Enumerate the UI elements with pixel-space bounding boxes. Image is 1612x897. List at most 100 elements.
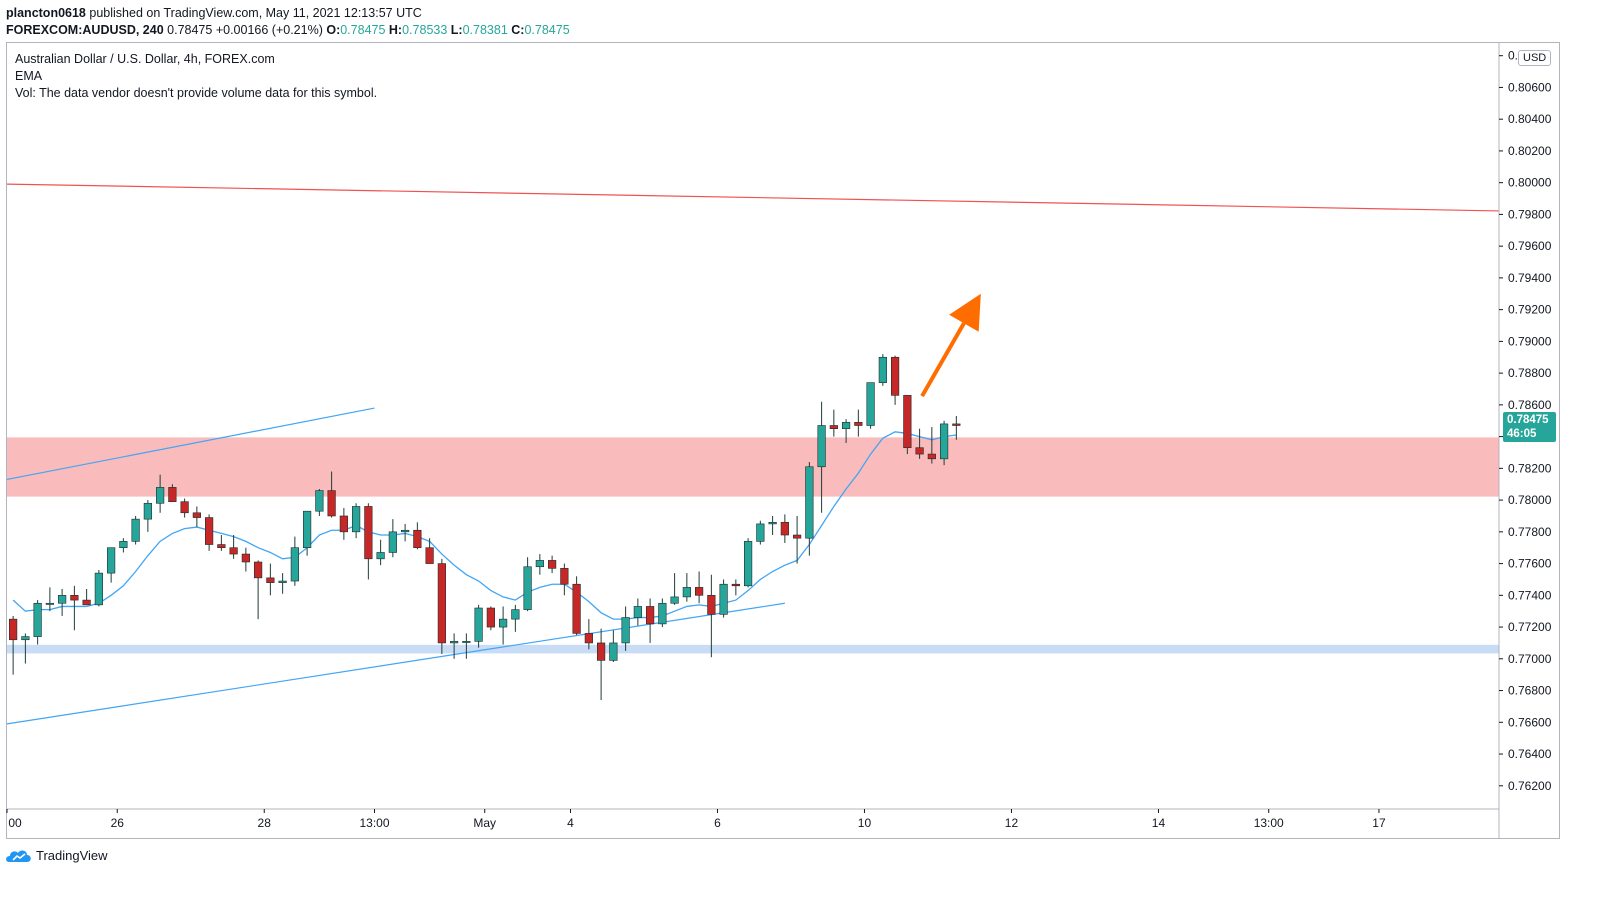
legend-title: Australian Dollar / U.S. Dollar, 4h, FOR… — [15, 52, 275, 66]
bullish-candle-body — [817, 425, 826, 468]
bearish-candle-body — [560, 568, 569, 585]
symbol-label: FOREXCOM:AUDUSD, 240 — [6, 23, 164, 37]
bearish-candle-body — [695, 587, 704, 596]
candle — [731, 579, 740, 596]
currency-label[interactable]: USD — [1518, 50, 1552, 66]
price-tick-label: 0.80600 — [1508, 80, 1552, 94]
publisher-name[interactable]: plancton0618 — [6, 6, 86, 20]
candle — [437, 558, 446, 655]
bearish-candle-body — [707, 595, 716, 615]
candle — [780, 514, 789, 543]
bearish-candle-body — [217, 544, 226, 549]
bearish-candle-body — [486, 607, 495, 628]
candle — [952, 415, 961, 440]
price-tick-label: 0.79800 — [1508, 207, 1552, 221]
bullish-candle-body — [841, 422, 851, 429]
candle — [352, 503, 361, 539]
candle — [21, 633, 30, 664]
candle — [364, 503, 373, 580]
bearish-candle-body — [192, 512, 201, 518]
candle — [560, 563, 569, 596]
bearish-candle-body — [82, 599, 91, 606]
bearish-candle-body — [327, 490, 336, 517]
red-trendline — [6, 183, 1500, 212]
bullish-candle-body — [376, 552, 385, 560]
candle — [744, 538, 753, 588]
bearish-candle-body — [597, 642, 606, 661]
time-tick-label: 6 — [714, 816, 721, 830]
bullish-candle-body — [621, 617, 630, 644]
candle — [376, 539, 385, 566]
bullish-candle-body — [878, 356, 887, 383]
candle — [523, 557, 532, 612]
candle — [854, 409, 863, 437]
candle — [756, 520, 765, 545]
candle — [94, 569, 103, 607]
time-tick-label: 4 — [567, 816, 574, 830]
candle — [633, 598, 642, 626]
time-tick-label: 14 — [1152, 816, 1166, 830]
open-value: 0.78475 — [340, 23, 386, 37]
bullish-candle-body — [143, 502, 152, 520]
high-label: H: — [388, 23, 403, 37]
legend-ema[interactable]: EMA — [15, 69, 43, 83]
bullish-candle-body — [107, 547, 116, 574]
candle — [278, 573, 287, 594]
candle — [143, 500, 152, 532]
bullish-candle-body — [45, 602, 54, 605]
bullish-candle-body — [119, 541, 128, 549]
bullish-candle-body — [535, 560, 544, 568]
candle — [425, 538, 434, 564]
bullish-candle-body — [756, 523, 765, 542]
price-tick-label: 0.78800 — [1508, 366, 1552, 380]
bullish-candle-body — [388, 531, 397, 553]
price-tick-label: 0.79000 — [1508, 334, 1552, 348]
candle — [33, 600, 42, 645]
time-tick-label: 12 — [1005, 816, 1019, 830]
bearish-candle-body — [731, 583, 740, 587]
close-label: C: — [511, 23, 525, 37]
candle — [511, 604, 520, 632]
footer-brand[interactable]: TradingView — [6, 848, 108, 863]
time-axis: 00 26 28 13:00 May 4 6 10 12 14 13:00 17 — [6, 808, 1499, 830]
price-tick-label: 0.78600 — [1508, 398, 1552, 412]
bullish-candle-body — [523, 566, 532, 610]
bearish-candle-body — [9, 618, 18, 641]
price-tick-label: 0.76400 — [1508, 747, 1552, 761]
candle — [597, 628, 606, 701]
price-tick-label: 0.76600 — [1508, 715, 1552, 729]
candle — [658, 598, 667, 628]
bearish-candle-body — [266, 577, 275, 583]
chart-header: plancton0618 published on TradingView.co… — [6, 5, 570, 39]
candle — [903, 395, 912, 455]
brand-name: TradingView — [36, 848, 108, 863]
price-tick-label: 0.78000 — [1508, 493, 1552, 507]
price-tick-label: 0.77200 — [1508, 620, 1552, 634]
time-tick-label: 10 — [858, 816, 872, 830]
candle — [168, 484, 177, 502]
bearish-candle-body — [437, 563, 446, 644]
bullish-candle-body — [58, 595, 67, 604]
bullish-candle-body — [21, 636, 30, 641]
bar-countdown: 46:05 — [1507, 428, 1537, 440]
arrow-head — [949, 293, 981, 332]
candle — [290, 536, 299, 586]
candle — [82, 588, 91, 606]
chart-frame[interactable] — [6, 42, 1560, 839]
upper-channel-line — [6, 407, 375, 481]
drawings-layer — [6, 183, 1500, 725]
candle — [499, 606, 508, 645]
candle — [793, 515, 802, 564]
time-tick-label: 17 — [1372, 816, 1386, 830]
chart-legend: Australian Dollar / U.S. Dollar, 4h, FOR… — [15, 51, 377, 102]
bullish-candle-body — [352, 506, 361, 533]
published-info: published on TradingView.com, May 11, 20… — [89, 6, 422, 20]
bearish-candle-body — [915, 447, 924, 455]
candle — [327, 471, 336, 518]
price-tick-label: 0.76200 — [1508, 779, 1552, 793]
bearish-candle-body — [548, 560, 557, 569]
bullish-candle-body — [744, 541, 753, 587]
bearish-candle-body — [70, 595, 79, 601]
price-tick-label: 0.79600 — [1508, 239, 1552, 253]
